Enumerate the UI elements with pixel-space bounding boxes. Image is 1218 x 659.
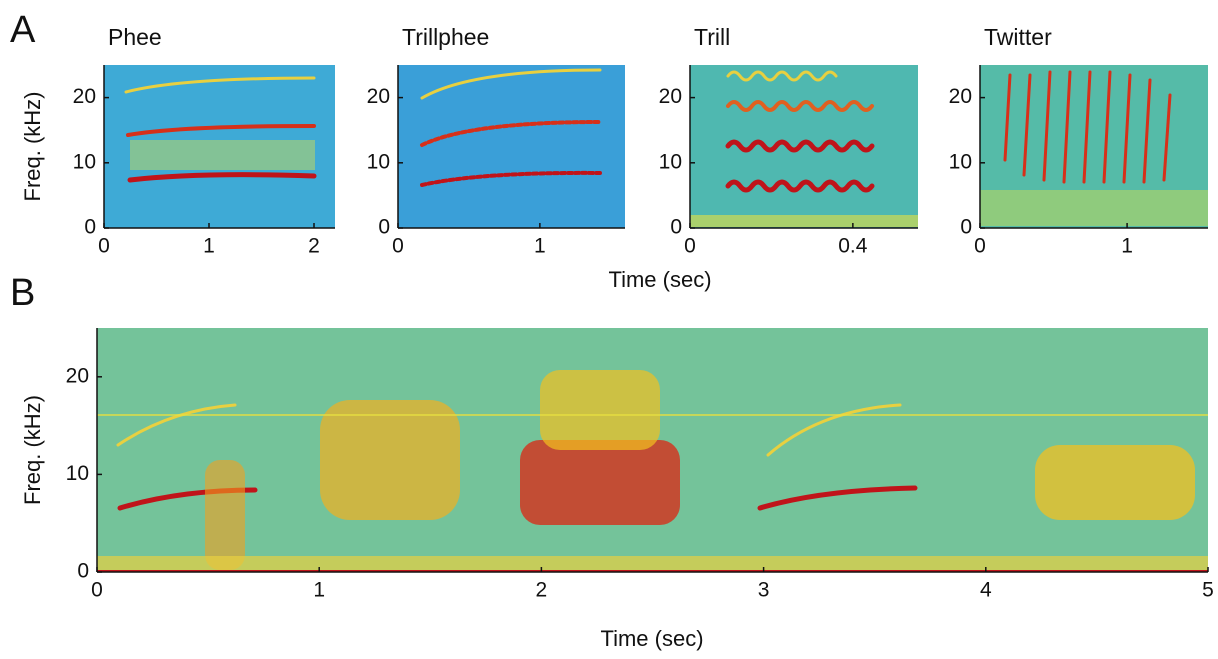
panel-title: Trillphee [402,24,489,50]
y-tick-label: 0 [670,216,682,239]
panel-title: Phee [108,24,162,50]
y-tick-label: 0 [84,216,96,239]
x-tick-label: 1 [1121,235,1133,258]
y-tick-label: 20 [367,85,390,108]
y-tick-label: 20 [66,364,89,387]
y-tick-label: 10 [367,150,390,173]
x-axis-label: Time (sec) [608,267,711,292]
panel-title: Trill [694,24,730,50]
y-axis-label: Freq. (kHz) [20,395,45,505]
y-tick-label: 10 [949,150,972,173]
y-tick-label: 0 [378,216,390,239]
x-tick-label: 0 [974,235,986,258]
x-tick-label: 0.4 [838,235,868,258]
y-tick-label: 10 [73,150,96,173]
x-tick-label: 0 [684,235,696,258]
spectrogram-texture [97,68,1208,572]
x-tick-label: 2 [536,579,548,602]
panel-title: Twitter [984,24,1052,50]
y-tick-label: 0 [960,216,972,239]
x-tick-label: 5 [1202,579,1214,602]
x-axis-label: Time (sec) [600,626,703,651]
y-tick-label: 10 [659,150,682,173]
x-tick-label: 0 [98,235,110,258]
spectrogram-background [398,65,625,228]
x-tick-label: 1 [203,235,215,258]
y-axis-label: Freq. (kHz) [20,92,45,202]
x-tick-label: 2 [308,235,320,258]
spectrogram-background [104,65,335,228]
y-tick-label: 0 [77,560,89,583]
spectrogram-background [690,65,918,228]
x-tick-label: 1 [534,235,546,258]
y-tick-label: 20 [659,85,682,108]
y-tick-label: 20 [73,85,96,108]
x-tick-label: 1 [313,579,325,602]
x-tick-label: 0 [392,235,404,258]
x-tick-label: 0 [91,579,103,602]
y-tick-label: 10 [66,462,89,485]
x-tick-label: 3 [758,579,770,602]
spectrogram-background [980,65,1208,228]
y-tick-label: 20 [949,85,972,108]
x-tick-label: 4 [980,579,992,602]
panel-label: B [10,272,35,314]
panel-label: A [10,9,36,51]
